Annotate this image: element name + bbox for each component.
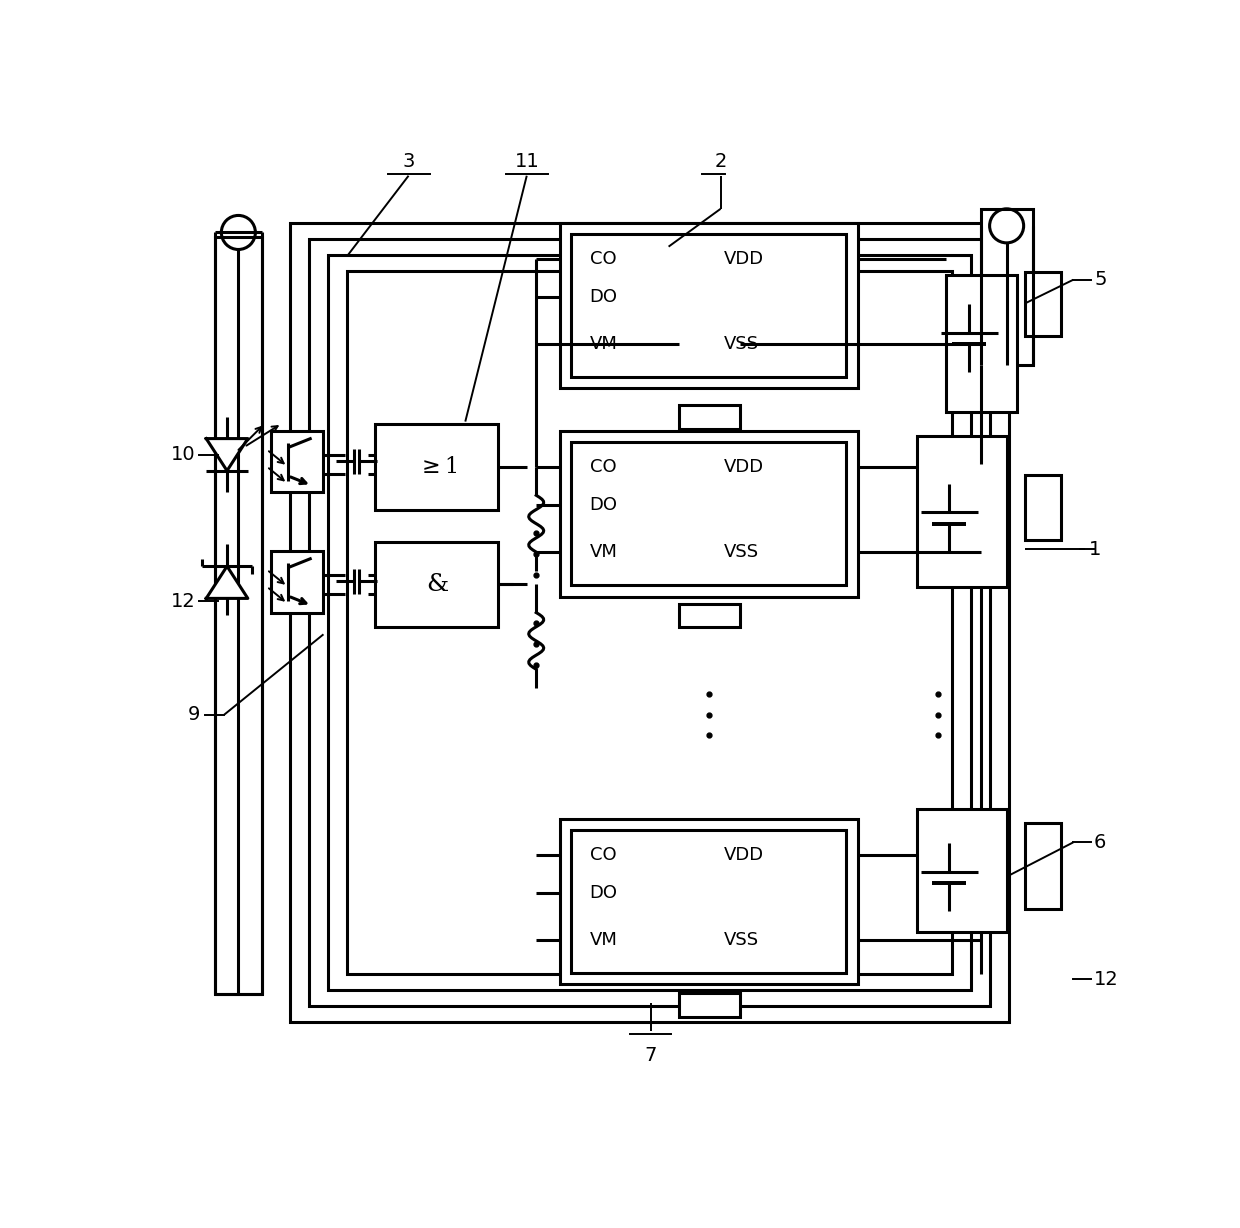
Bar bbox=[272, 431, 324, 492]
Bar bbox=[272, 551, 324, 613]
Bar bbox=[1025, 475, 1061, 540]
Text: DO: DO bbox=[590, 289, 618, 307]
Text: &: & bbox=[425, 572, 448, 596]
Text: VM: VM bbox=[590, 931, 618, 948]
Bar bbox=[678, 993, 740, 1017]
Bar bbox=[946, 275, 1017, 413]
Bar bbox=[678, 604, 740, 628]
Text: VM: VM bbox=[590, 335, 618, 352]
Polygon shape bbox=[206, 566, 248, 598]
Text: DO: DO bbox=[590, 884, 618, 903]
Polygon shape bbox=[206, 438, 248, 470]
Bar bbox=[309, 239, 990, 1006]
Text: 9: 9 bbox=[188, 705, 201, 725]
Bar bbox=[559, 431, 858, 597]
Text: VDD: VDD bbox=[724, 458, 764, 476]
Bar bbox=[572, 830, 847, 973]
Text: VM: VM bbox=[590, 543, 618, 561]
Text: 5: 5 bbox=[1094, 270, 1106, 290]
Bar bbox=[559, 819, 858, 984]
Bar bbox=[572, 235, 847, 377]
Bar bbox=[981, 209, 1033, 365]
Bar bbox=[1025, 824, 1061, 909]
Text: CO: CO bbox=[590, 458, 616, 476]
Text: 11: 11 bbox=[515, 152, 539, 171]
Text: 1: 1 bbox=[1090, 540, 1102, 559]
Text: VSS: VSS bbox=[724, 335, 759, 352]
Bar bbox=[290, 223, 1009, 1022]
Bar bbox=[678, 405, 740, 429]
Text: DO: DO bbox=[590, 496, 618, 515]
Bar bbox=[559, 223, 858, 388]
Bar bbox=[347, 271, 952, 974]
Bar bbox=[572, 442, 847, 586]
Text: $\geq$1: $\geq$1 bbox=[417, 456, 458, 478]
Bar bbox=[376, 425, 498, 510]
Bar bbox=[329, 255, 971, 990]
Text: 12: 12 bbox=[1094, 970, 1118, 989]
Text: 2: 2 bbox=[714, 152, 727, 171]
Text: 12: 12 bbox=[171, 592, 196, 610]
Text: CO: CO bbox=[590, 846, 616, 865]
Text: 7: 7 bbox=[645, 1045, 657, 1065]
Text: CO: CO bbox=[590, 251, 616, 269]
Bar bbox=[215, 237, 262, 993]
Text: 6: 6 bbox=[1094, 833, 1106, 852]
Text: VDD: VDD bbox=[724, 846, 764, 865]
Text: VSS: VSS bbox=[724, 543, 759, 561]
Text: VDD: VDD bbox=[724, 251, 764, 269]
Bar bbox=[376, 542, 498, 626]
Text: 10: 10 bbox=[171, 446, 196, 464]
Text: VSS: VSS bbox=[724, 931, 759, 948]
Text: 3: 3 bbox=[402, 152, 414, 171]
Bar bbox=[918, 809, 1007, 932]
Bar bbox=[918, 436, 1007, 587]
Bar bbox=[1025, 273, 1061, 336]
